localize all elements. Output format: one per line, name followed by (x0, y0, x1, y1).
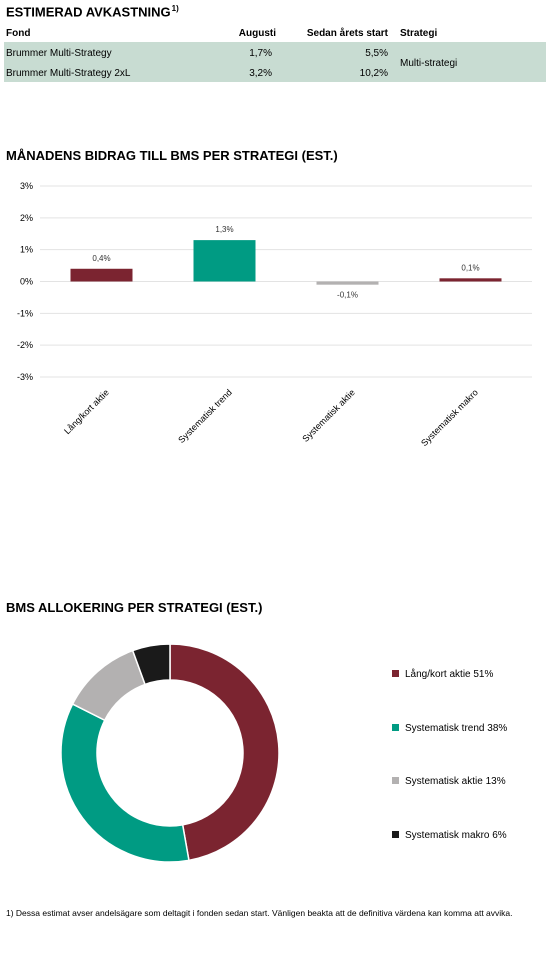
bar-chart-title: MÅNADENS BIDRAG TILL BMS PER STRATEGI (E… (6, 148, 338, 163)
row1-month: 1,7% (249, 48, 272, 59)
donut-slice (131, 643, 171, 686)
strategy-cell: Multi-strategi (400, 58, 458, 69)
header-month: Augusti (238, 28, 276, 39)
legend-item-trend: Systematisk trend 38% (392, 723, 507, 734)
x-tick-label: Systematisk aktie (300, 387, 357, 444)
table-body: Brummer Multi-Strategy 1,7% 5,5% Brummer… (4, 42, 546, 82)
bar (193, 240, 256, 282)
data-label: 1,3% (215, 225, 233, 234)
donut-slice (169, 643, 280, 862)
legend-label: Systematisk trend 38% (405, 723, 508, 734)
data-label: 0,1% (461, 263, 479, 272)
bar (70, 268, 133, 282)
legend-label: Systematisk aktie 13% (405, 776, 506, 787)
legend-label: Systematisk makro 6% (405, 830, 507, 841)
legend-swatch (392, 776, 399, 784)
footnote: 1) Dessa estimat avser andelsägare som d… (6, 908, 513, 918)
y-tick-label: -3% (17, 372, 33, 382)
legend-label: Lång/kort aktie 51% (405, 669, 494, 680)
donut-chart (60, 643, 280, 863)
y-tick-label: 1% (20, 245, 33, 255)
data-label: 0,4% (92, 254, 110, 263)
header-strategy: Strategi (400, 28, 438, 39)
x-tick-label: Lång/kort aktie (62, 387, 111, 436)
y-tick-label: 0% (20, 277, 33, 287)
y-tick-label: -2% (17, 340, 33, 350)
row1-ytd: 5,5% (365, 48, 388, 59)
row1-fund: Brummer Multi-Strategy (6, 48, 112, 59)
returns-title-text: ESTIMERAD AVKASTNING (6, 4, 171, 20)
y-tick-label: 2% (20, 213, 33, 223)
header-ytd: Sedan årets start (306, 28, 388, 39)
legend-swatch (392, 669, 399, 677)
donut-slice (60, 703, 190, 863)
legend-item-aktie: Systematisk aktie 13% (392, 776, 506, 787)
legend-item-makro: Systematisk makro 6% (392, 830, 507, 841)
y-tick-label: 3% (20, 181, 33, 191)
legend-swatch (392, 723, 399, 731)
y-tick-label: -1% (17, 308, 33, 318)
x-tick-label: Systematisk makro (419, 387, 480, 448)
table-header: Fond Augusti Sedan årets start Strategi (4, 26, 546, 42)
donut-chart-title: BMS ALLOKERING PER STRATEGI (EST.) (6, 600, 263, 615)
returns-table: Fond Augusti Sedan årets start Strategi … (4, 26, 546, 82)
x-tick-label: Systematisk trend (176, 387, 234, 445)
bar (316, 281, 379, 285)
data-label: -0,1% (337, 291, 358, 300)
row2-month: 3,2% (249, 68, 272, 79)
returns-title: ESTIMERAD AVKASTNING1) (6, 4, 179, 19)
bar-chart: 3% 2% 1% 0% -1% -2% -3% 0,4% Lång/kort aktie 1,3%… (17, 181, 532, 448)
row2-ytd: 10,2% (359, 68, 388, 79)
legend-item-lang-kort: Lång/kort aktie 51% (392, 669, 493, 680)
returns-title-footnote-marker: 1) (171, 4, 179, 13)
donut-slice (71, 649, 146, 722)
legend-swatch (392, 830, 399, 838)
bar (439, 278, 502, 282)
row2-fund: Brummer Multi-Strategy 2xL (6, 68, 131, 79)
header-fund: Fond (6, 28, 31, 39)
